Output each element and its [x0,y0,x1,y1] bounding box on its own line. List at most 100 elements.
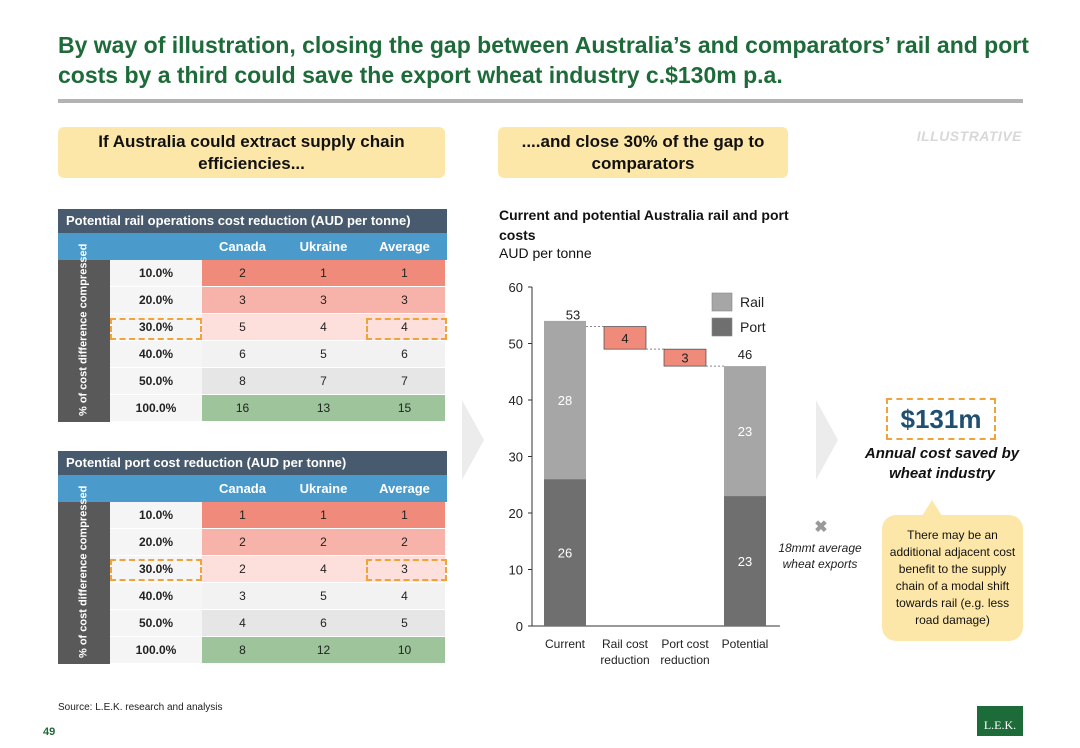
exports-note: 18mmt average wheat exports [778,541,862,571]
data-label-port: 26 [558,546,572,561]
illustrative-label: ILLUSTRATIVE [916,128,1022,144]
chart-ylabel: AUD per tonne [499,245,592,261]
y-tick-label: 20 [509,506,523,521]
y-tick-label: 0 [516,619,523,634]
table-cell: 15 [364,395,445,421]
table-cell: 1 [283,502,364,528]
page-number: 49 [43,726,56,738]
data-label-port: 23 [738,554,752,569]
legend-label: Port [740,319,766,335]
table-cell: 8 [202,368,283,394]
data-label-rail: 28 [558,393,572,408]
table-cell: 2 [202,529,283,555]
callout-close-gap: ....and close 30% of the gap to comparat… [498,127,788,178]
bar-rail-3 [724,366,766,497]
data-label-total: 46 [738,347,752,362]
rail-table-title: Potential rail operations cost reduction… [58,209,447,233]
table-cell: 4 [283,314,364,340]
highlight-30-row-label [110,318,202,340]
table-cell: 5 [364,610,445,636]
x-tick-label: reduction [600,653,649,667]
bar-reduction-1 [663,348,707,367]
column-header: Ukraine [299,481,348,496]
y-tick-label: 30 [509,450,523,465]
column-header: Ukraine [299,239,348,254]
port-table-header: Canada Ukraine Average [58,475,447,502]
flow-arrow-icon [816,400,838,480]
highlight-30-row-label [110,559,202,581]
table-cell: 3 [202,287,283,313]
column-header: Canada [219,481,266,496]
row-label: 40.0% [110,583,202,609]
column-header: Canada [219,239,266,254]
data-label-total: 53 [566,308,580,323]
table-cell: 3 [202,583,283,609]
table-cell: 5 [202,314,283,340]
table-cell: 7 [283,368,364,394]
x-tick-label: Current [545,637,586,651]
table-row: 100.0% 16 13 15 [110,395,447,422]
x-tick-label: reduction [660,653,709,667]
table-row: 10.0% 2 1 1 [110,260,447,287]
row-label: 10.0% [110,260,202,286]
side-label-text: % of cost difference compressed [77,243,90,416]
table-cell: 5 [283,341,364,367]
bar-rail-0 [544,320,586,480]
side-label-text: % of cost difference compressed [77,485,90,658]
multiply-icon: ✖ [814,519,828,536]
column-header: Average [379,239,430,254]
legend-label: Rail [740,294,764,310]
annual-saving-caption: Annual cost saved by wheat industry [864,445,1020,482]
table-cell: 3 [283,287,364,313]
table-cell: 13 [283,395,364,421]
table-cell: 1 [202,502,283,528]
x-tick-label: Rail cost [602,637,649,651]
y-tick-label: 40 [509,393,523,408]
source-note: Source: L.E.K. research and analysis [58,702,223,713]
rail-table-rows: 10.0% 2 1 1 20.0% 3 3 3 30.0% 5 4 4 40.0% 6 5 6 50.0% 8 7 7… [110,260,447,422]
highlight-30-average [366,559,447,581]
table-cell: 12 [283,637,364,663]
row-label: 10.0% [110,502,202,528]
bar-port-3 [724,496,766,626]
table-cell: 6 [202,341,283,367]
bar-port-0 [544,479,586,626]
port-cost-table: Potential port cost reduction (AUD per t… [58,451,447,664]
legend-swatch-rail [711,292,733,312]
annual-saving-value: $131m [886,398,996,440]
table-row: 40.0% 6 5 6 [110,341,447,368]
waterfall-chart: 0 10 20 30 40 50 60 26 28 53 23 23 46 4 3 Current Rail c… [509,280,780,667]
table-cell: 7 [364,368,445,394]
bubble-tail [922,500,942,516]
table-row: 40.0% 3 5 4 [110,583,447,610]
highlight-30-average [366,318,447,340]
table-cell: 6 [364,341,445,367]
data-label-rail: 23 [738,424,752,439]
row-label: 40.0% [110,341,202,367]
column-header: Average [379,481,430,496]
rail-cost-table: Potential rail operations cost reduction… [58,209,447,422]
table-cell: 2 [364,529,445,555]
port-table-body: % of cost difference compressed 10.0% 1 1 1… [58,485,447,664]
table-cell: 1 [364,260,445,286]
row-label: 20.0% [110,287,202,313]
x-tick-label: Potential [722,637,769,651]
row-label: 100.0% [110,395,202,421]
x-tick-label: Port cost [661,637,709,651]
y-tick-label: 10 [509,563,523,578]
legend-swatch-port [711,317,733,337]
adjacent-benefit-note: There may be an additional adjacent cost… [882,515,1023,641]
table-cell: 1 [364,502,445,528]
table-cell: 2 [283,529,364,555]
slide-headline: By way of illustration, closing the gap … [58,32,1029,88]
table-row: 100.0% 8 12 10 [110,637,447,664]
table-cell: 4 [364,583,445,609]
row-label: 50.0% [110,368,202,394]
table-cell: 2 [202,556,283,582]
row-label: 50.0% [110,610,202,636]
callout-supply-chain: If Australia could extract supply chain … [58,127,445,178]
flow-arrow-icon [462,400,484,480]
lek-logo: L.E.K. [977,706,1023,736]
rail-table-side-label: % of cost difference compressed [58,243,110,422]
table-row: 20.0% 3 3 3 [110,287,447,314]
